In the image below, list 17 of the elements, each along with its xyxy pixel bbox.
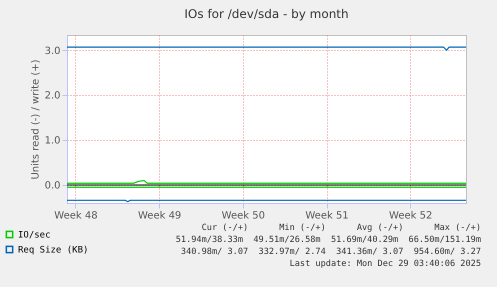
legend-label: Req Size (KB) <box>18 246 88 256</box>
x-tick-label: Week 50 <box>222 210 265 222</box>
text: Cur (-/+) Min (-/+) Avg (-/+) Max (-/+) <box>202 223 481 233</box>
x-tick-label: Week 52 <box>389 210 432 222</box>
x-tick-label: Week 51 <box>305 210 349 222</box>
text: 51.94m/38.33m 49.51m/26.58m 51.69m/40.29m 66.50m/151.19m <box>176 235 481 245</box>
text: Last update: Mon Dec 29 03:40:06 2025 <box>290 259 481 269</box>
y-tick-label: 0.0 <box>44 180 60 192</box>
x-tick-label: Week 49 <box>138 210 182 222</box>
y-tick-label: 3.0 <box>44 46 60 57</box>
legend-label: IO/sec <box>18 230 51 240</box>
y-tick-label: 1.0 <box>44 136 60 147</box>
y-tick-label: 2.0 <box>44 90 60 102</box>
x-tick-label: Week 48 <box>54 210 98 222</box>
text: 340.98m/ 3.07 332.97m/ 2.74 341.36m/ 3.07 954.60m/ 3.27 <box>180 247 481 257</box>
chart-title: IOs for /dev/sda - by month <box>184 7 349 21</box>
y-axis-title: Units read (-) / write (+) <box>30 59 42 180</box>
